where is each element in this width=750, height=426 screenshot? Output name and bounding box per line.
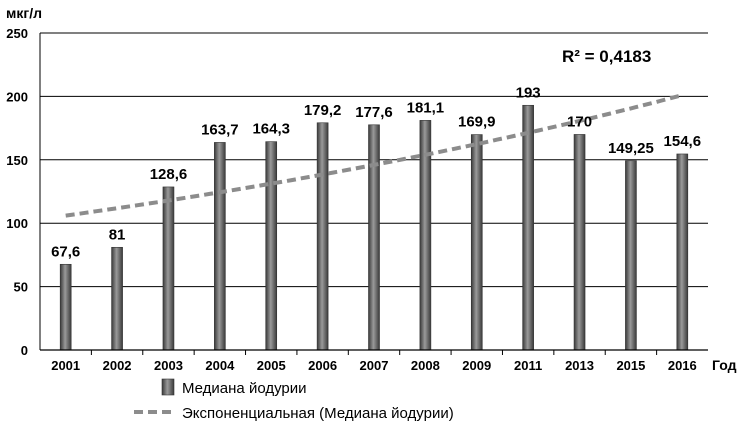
data-label-2003: 128,6	[150, 166, 188, 183]
y-axis: 0 50 100 150 200 250	[6, 26, 28, 358]
x-tick-label-2015: 2015	[616, 358, 645, 373]
x-tick-label-2002: 2002	[103, 358, 132, 373]
data-label-2008: 181,1	[407, 99, 445, 116]
bar-2006	[316, 122, 329, 351]
bar-2015	[625, 160, 637, 351]
data-label-2016: 154,6	[664, 133, 702, 150]
data-label-2009: 169,9	[458, 114, 496, 131]
y-tick-label: 250	[6, 26, 28, 41]
bar-2007	[368, 124, 380, 351]
data-label-2006: 179,2	[304, 102, 342, 119]
x-tick-label-2013: 2013	[565, 358, 594, 373]
y-axis-title: мкг/л	[6, 5, 42, 21]
bar-2002	[111, 246, 123, 351]
bar-2004	[214, 142, 226, 351]
y-tick-label: 200	[6, 89, 28, 104]
legend-label-trendline: Экспоненциальная (Медиана йодурии)	[182, 405, 454, 422]
bar-2005	[265, 141, 278, 351]
data-label-2013: 170	[567, 113, 592, 130]
x-tick-label-2009: 2009	[462, 358, 491, 373]
bar-2001	[59, 263, 72, 351]
x-tick-label-2005: 2005	[257, 358, 286, 373]
data-label-2004: 163,7	[201, 121, 239, 138]
x-tick-label-2001: 2001	[51, 358, 80, 373]
data-label-2011: 193	[516, 84, 541, 101]
x-tick-label-2016: 2016	[668, 358, 697, 373]
trendline-path	[65, 93, 683, 218]
y-tick-label: 50	[14, 280, 28, 295]
legend-label-bars: Медиана йодурии	[182, 380, 307, 397]
r-squared-annotation: R² = 0,4183	[562, 47, 651, 66]
y-tick-label: 0	[21, 343, 28, 358]
bar-2009	[470, 134, 483, 351]
x-tick-label-2007: 2007	[360, 358, 389, 373]
bar-2016	[676, 153, 689, 351]
bar-2013	[573, 134, 586, 351]
bar-2003	[162, 186, 175, 351]
x-axis-title: Год	[712, 357, 737, 373]
data-label-2001: 67,6	[51, 243, 80, 260]
data-label-2015: 149,25	[608, 140, 654, 157]
data-label-2007: 177,6	[355, 104, 393, 121]
x-tick-label-2006: 2006	[308, 358, 337, 373]
x-axis: 2001 2002 2003 2004 2005 2006 2007 2008 2009 2011…	[40, 349, 708, 373]
trendline	[65, 93, 683, 218]
bar-2011	[522, 104, 534, 351]
data-labels: 67,6 81 128,6 163,7 164,3 179,2 177,6 181,1 169,…	[51, 84, 701, 260]
x-tick-label-2011: 2011	[514, 358, 542, 373]
data-label-2005: 164,3	[252, 121, 290, 138]
y-tick-label: 100	[6, 216, 28, 231]
x-tick-label-2008: 2008	[411, 358, 440, 373]
legend-swatch-bars	[161, 378, 175, 396]
x-tick-label-2003: 2003	[154, 358, 183, 373]
x-tick-label-2004: 2004	[205, 358, 235, 373]
data-label-2002: 81	[109, 226, 126, 243]
bars	[59, 104, 689, 351]
y-tick-label: 150	[6, 153, 28, 168]
legend: Медиана йодурии Экспоненциальная (Медиан…	[134, 378, 454, 422]
